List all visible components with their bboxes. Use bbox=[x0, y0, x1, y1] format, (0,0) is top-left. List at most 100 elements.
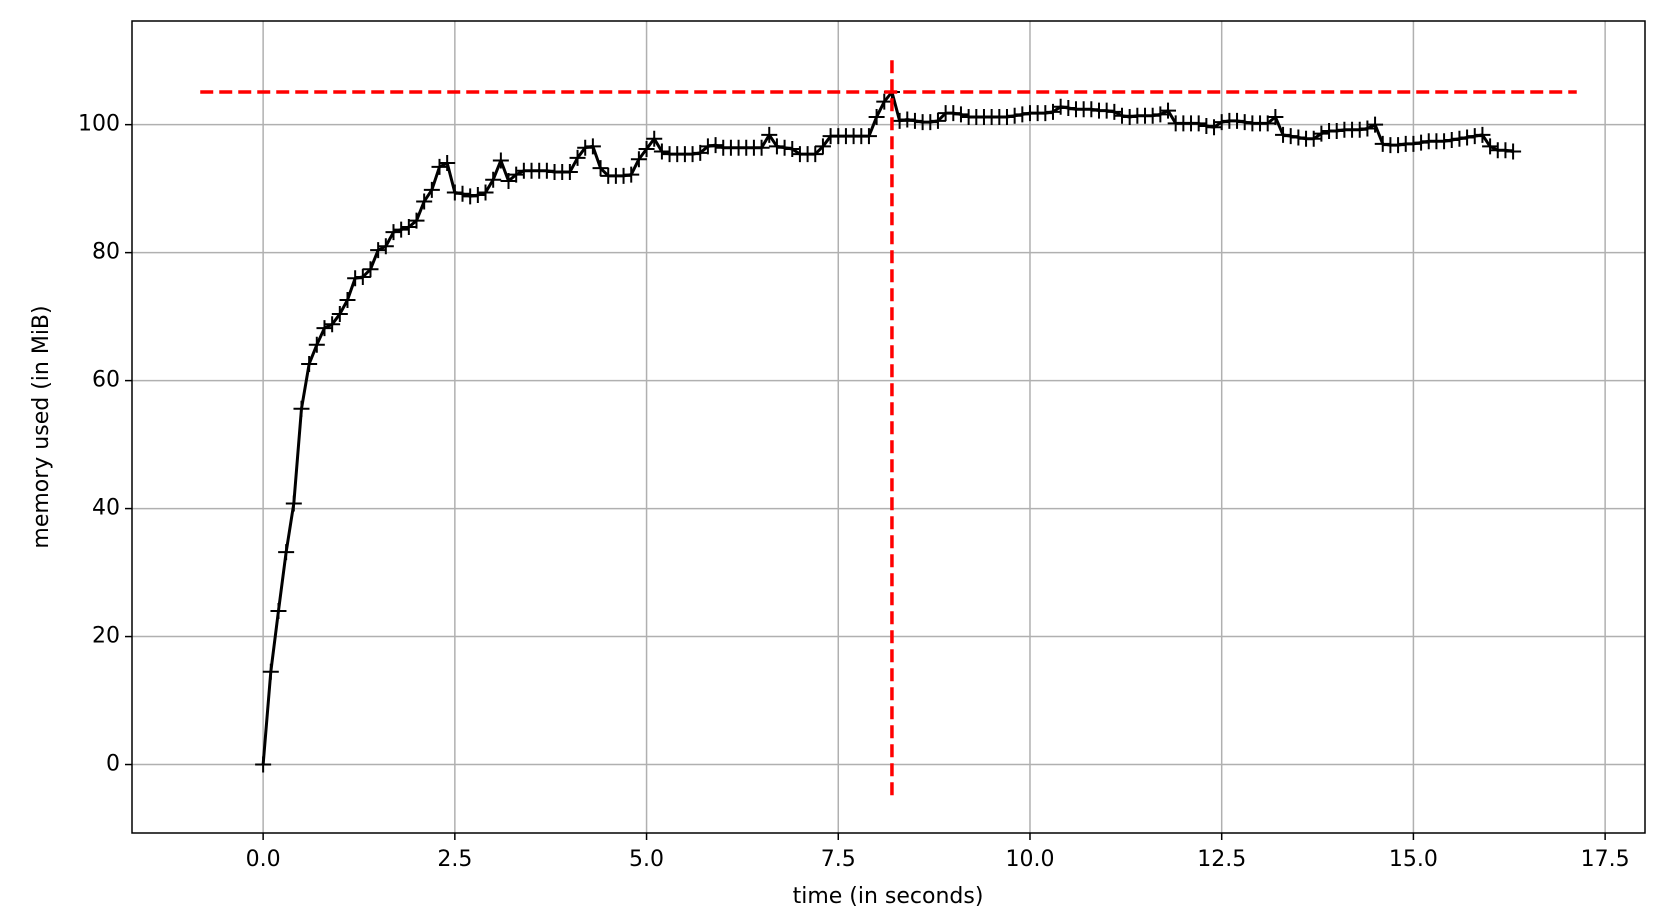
point-marker bbox=[1474, 126, 1491, 143]
point-marker bbox=[876, 93, 893, 110]
y-tick-label: 20 bbox=[92, 624, 120, 649]
point-marker bbox=[1083, 101, 1100, 118]
point-marker bbox=[500, 172, 517, 189]
point-marker bbox=[278, 544, 295, 561]
point-marker bbox=[906, 112, 923, 129]
point-marker bbox=[623, 166, 640, 183]
point-marker bbox=[308, 336, 325, 353]
point-marker bbox=[408, 212, 425, 229]
point-marker bbox=[423, 181, 440, 198]
x-tick-label: 10.0 bbox=[1005, 847, 1054, 872]
point-marker bbox=[952, 106, 969, 123]
point-marker bbox=[1190, 115, 1207, 132]
point-marker bbox=[454, 185, 471, 202]
point-marker bbox=[331, 306, 348, 323]
x-tick-label: 7.5 bbox=[821, 847, 856, 872]
point-marker bbox=[1482, 138, 1499, 155]
point-marker bbox=[561, 164, 578, 181]
point-marker bbox=[446, 184, 463, 201]
point-marker bbox=[1198, 117, 1215, 134]
point-marker bbox=[1497, 142, 1514, 159]
point-marker bbox=[1290, 129, 1307, 146]
point-marker bbox=[646, 130, 663, 147]
point-marker bbox=[416, 193, 433, 210]
point-marker bbox=[998, 108, 1015, 125]
point-marker bbox=[492, 152, 509, 169]
y-axis-label: memory used (in MiB) bbox=[29, 305, 54, 548]
point-marker bbox=[270, 602, 287, 619]
point-marker bbox=[761, 126, 778, 143]
y-tick-label: 80 bbox=[92, 240, 120, 265]
point-marker bbox=[301, 355, 318, 372]
y-tick-label: 0 bbox=[106, 752, 120, 777]
x-tick-label: 2.5 bbox=[437, 847, 472, 872]
point-marker bbox=[1144, 107, 1161, 124]
x-tick-label: 0.0 bbox=[246, 847, 281, 872]
point-marker bbox=[1359, 120, 1376, 137]
point-marker bbox=[385, 224, 402, 241]
point-marker bbox=[1152, 106, 1169, 123]
point-marker bbox=[1229, 112, 1246, 129]
point-marker bbox=[1052, 98, 1069, 115]
point-marker bbox=[354, 268, 371, 285]
point-marker bbox=[1236, 114, 1253, 131]
y-tick-label: 100 bbox=[78, 112, 120, 137]
point-marker bbox=[929, 112, 946, 129]
point-marker bbox=[293, 400, 310, 417]
point-marker bbox=[1213, 114, 1230, 131]
point-marker bbox=[569, 149, 586, 166]
point-marker bbox=[377, 238, 394, 255]
point-marker bbox=[1413, 134, 1430, 151]
point-marker bbox=[339, 291, 356, 308]
point-marker bbox=[538, 162, 555, 179]
point-marker bbox=[1114, 107, 1131, 124]
point-marker bbox=[807, 146, 824, 163]
point-marker bbox=[860, 128, 877, 145]
point-marker bbox=[477, 184, 494, 201]
point-marker bbox=[1275, 126, 1292, 143]
point-marker bbox=[692, 144, 709, 161]
plot-frame bbox=[131, 20, 1646, 834]
point-marker bbox=[469, 187, 486, 204]
point-marker bbox=[707, 137, 724, 154]
point-marker bbox=[431, 158, 448, 175]
point-marker bbox=[508, 166, 525, 183]
point-marker bbox=[1037, 105, 1054, 122]
y-tick-label: 60 bbox=[92, 368, 120, 393]
point-marker bbox=[891, 112, 908, 129]
point-marker bbox=[1405, 135, 1422, 152]
point-marker bbox=[814, 138, 831, 155]
x-axis-label: time (in seconds) bbox=[793, 884, 984, 909]
point-marker bbox=[1121, 108, 1138, 125]
point-marker bbox=[439, 155, 456, 172]
point-marker bbox=[1443, 132, 1460, 149]
point-marker bbox=[316, 320, 333, 337]
point-marker bbox=[262, 663, 279, 680]
point-marker bbox=[653, 143, 670, 160]
point-marker bbox=[462, 188, 479, 205]
point-marker bbox=[615, 167, 632, 184]
point-marker bbox=[400, 219, 417, 236]
x-tick-label: 17.5 bbox=[1581, 847, 1630, 872]
point-marker bbox=[485, 171, 502, 188]
point-marker bbox=[1259, 115, 1276, 132]
point-marker bbox=[1466, 128, 1483, 145]
point-marker bbox=[592, 160, 609, 177]
x-tick-label: 12.5 bbox=[1197, 847, 1246, 872]
point-marker bbox=[362, 261, 379, 278]
point-marker bbox=[768, 138, 785, 155]
x-tick-label: 5.0 bbox=[629, 847, 664, 872]
point-marker bbox=[1390, 137, 1407, 154]
point-marker bbox=[584, 138, 601, 155]
point-marker bbox=[1505, 143, 1522, 160]
point-marker bbox=[753, 139, 770, 156]
point-marker bbox=[285, 495, 302, 512]
point-marker bbox=[1160, 102, 1177, 119]
point-marker bbox=[1006, 107, 1023, 124]
point-marker bbox=[1459, 129, 1476, 146]
point-marker bbox=[393, 221, 410, 238]
point-marker bbox=[324, 316, 341, 333]
point-marker bbox=[1014, 106, 1031, 123]
point-marker bbox=[347, 270, 364, 287]
